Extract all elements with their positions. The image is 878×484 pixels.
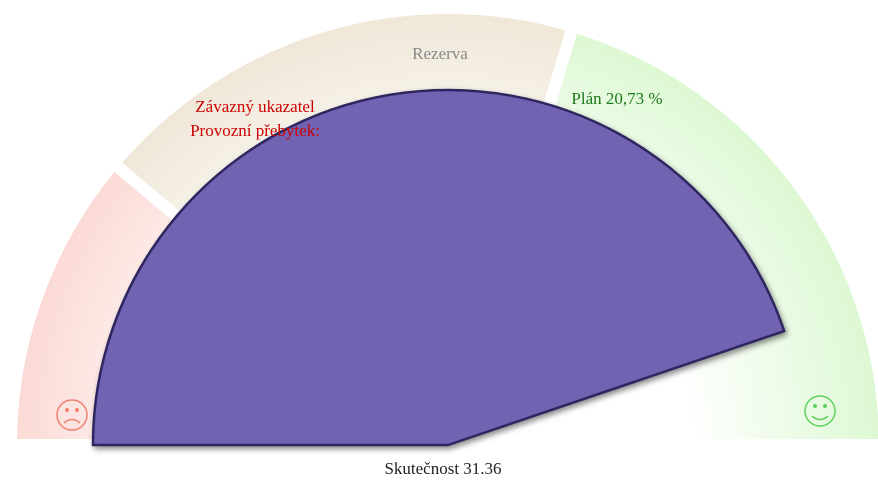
plan-label: Plán 20,73 % <box>571 89 662 108</box>
happy-face <box>804 395 836 427</box>
target-label: Provozní přebytek: <box>190 121 320 140</box>
actual-label: Skutečnost 31.36 <box>384 459 501 478</box>
band-label: Rezerva <box>412 44 468 63</box>
actual-sector <box>91 88 786 447</box>
sad-face <box>56 399 88 431</box>
target-label: Závazný ukazatel <box>195 97 315 116</box>
